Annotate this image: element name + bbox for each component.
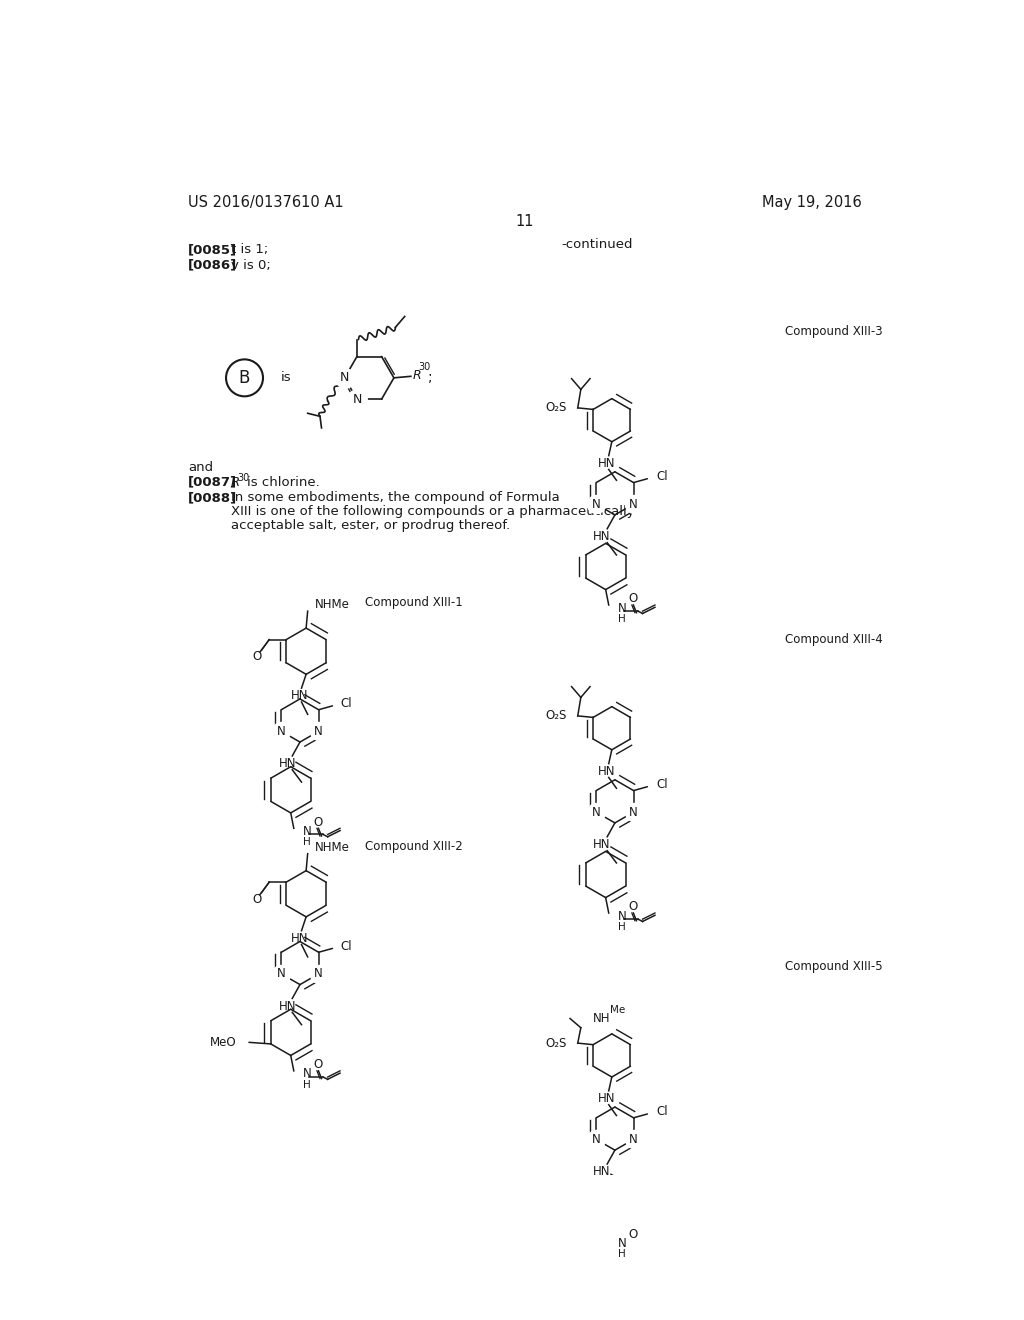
Text: R: R (413, 370, 421, 381)
Text: O₂S: O₂S (546, 709, 567, 722)
Text: is chlorine.: is chlorine. (247, 475, 319, 488)
Text: May 19, 2016: May 19, 2016 (762, 195, 861, 210)
Text: 30: 30 (238, 474, 250, 483)
Text: N: N (303, 1068, 311, 1081)
Text: Compound XIII-4: Compound XIII-4 (785, 634, 883, 647)
Text: O: O (252, 892, 261, 906)
Text: 30: 30 (419, 363, 431, 372)
Text: H: H (303, 1080, 311, 1090)
Text: Compound XIII-1: Compound XIII-1 (366, 597, 463, 610)
Text: O: O (313, 816, 323, 829)
Text: Cl: Cl (340, 697, 352, 710)
Text: HN: HN (291, 932, 308, 945)
Text: N: N (592, 498, 601, 511)
Text: NHMe: NHMe (315, 841, 350, 854)
Text: HN: HN (598, 1092, 615, 1105)
Text: N: N (303, 825, 311, 838)
Text: O: O (313, 1059, 323, 1072)
Text: H: H (617, 614, 626, 624)
Text: US 2016/0137610 A1: US 2016/0137610 A1 (188, 195, 344, 210)
Text: N: N (629, 498, 638, 511)
Text: N: N (592, 805, 601, 818)
Text: N: N (314, 725, 323, 738)
Text: N: N (352, 392, 361, 405)
Text: [0087]: [0087] (188, 475, 238, 488)
Text: O₂S: O₂S (546, 1036, 567, 1049)
Text: In some embodiments, the compound of Formula: In some embodiments, the compound of For… (230, 491, 559, 504)
Text: Compound XIII-2: Compound XIII-2 (366, 840, 463, 853)
Text: Cl: Cl (656, 777, 669, 791)
Text: N: N (617, 909, 627, 923)
Text: N: N (340, 371, 349, 384)
Text: O: O (629, 1228, 638, 1241)
Text: O₂S: O₂S (546, 401, 567, 414)
Text: Cl: Cl (340, 940, 352, 953)
Text: N: N (592, 1133, 601, 1146)
Text: N: N (617, 1237, 627, 1250)
Text: NHMe: NHMe (315, 598, 350, 611)
Text: N: N (276, 968, 286, 981)
Text: N: N (629, 805, 638, 818)
Text: v is 0;: v is 0; (230, 259, 270, 272)
Text: N: N (314, 968, 323, 981)
Text: XIII is one of the following compounds or a pharmaceutically: XIII is one of the following compounds o… (230, 506, 634, 517)
Text: t is 1;: t is 1; (230, 243, 268, 256)
Text: HN: HN (279, 999, 296, 1012)
Text: acceptable salt, ester, or prodrug thereof.: acceptable salt, ester, or prodrug there… (230, 519, 510, 532)
Text: [0086]: [0086] (188, 259, 238, 272)
Text: B: B (239, 368, 250, 387)
Text: Cl: Cl (656, 470, 669, 483)
Text: HN: HN (598, 764, 615, 777)
Text: Cl: Cl (656, 1105, 669, 1118)
Text: O: O (629, 593, 638, 606)
Text: NH: NH (593, 1012, 610, 1026)
Text: R: R (230, 475, 240, 488)
Text: is: is (281, 371, 292, 384)
Text: N: N (629, 1133, 638, 1146)
Text: HN: HN (593, 529, 611, 543)
Text: Me: Me (610, 1006, 626, 1015)
Text: [0085]: [0085] (188, 243, 238, 256)
Text: [0088]: [0088] (188, 491, 238, 504)
Text: HN: HN (593, 1166, 611, 1179)
Text: O: O (629, 900, 638, 913)
Text: Compound XIII-5: Compound XIII-5 (785, 961, 883, 973)
Text: HN: HN (279, 758, 296, 770)
Text: N: N (276, 725, 286, 738)
Text: Compound XIII-3: Compound XIII-3 (785, 325, 883, 338)
Text: N: N (617, 602, 627, 615)
Text: HN: HN (593, 838, 611, 851)
Text: and: and (188, 461, 213, 474)
Text: H: H (617, 921, 626, 932)
Text: HN: HN (598, 457, 615, 470)
Text: O: O (252, 649, 261, 663)
Text: 11: 11 (515, 214, 535, 228)
Text: H: H (303, 837, 311, 847)
Text: H: H (617, 1249, 626, 1259)
Text: MeO: MeO (210, 1036, 237, 1049)
Text: ;: ; (428, 370, 432, 384)
Text: HN: HN (291, 689, 308, 702)
Text: -continued: -continued (562, 238, 633, 251)
